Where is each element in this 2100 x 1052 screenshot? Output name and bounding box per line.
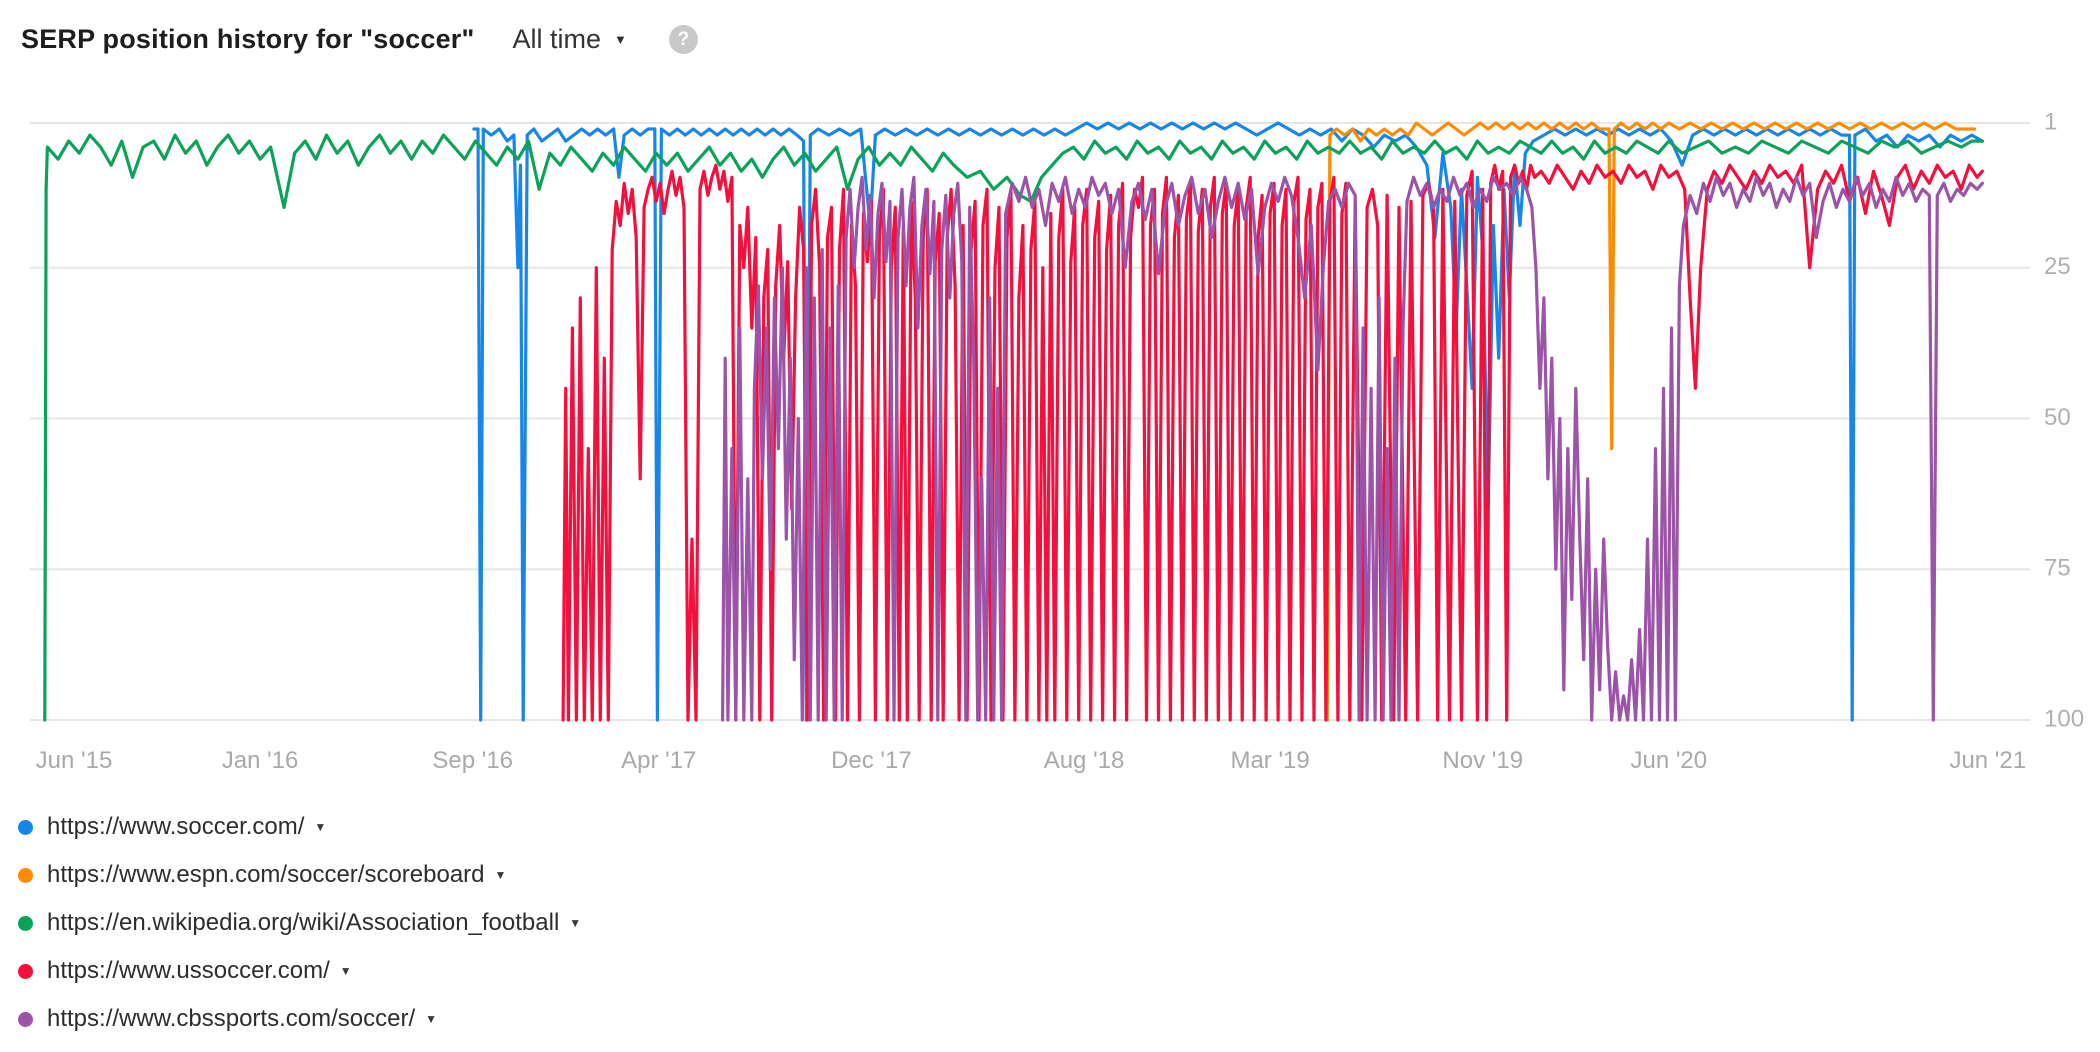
legend: https://www.soccer.com/ ▼ https://www.es… [18,803,581,1043]
y-axis-tick-label: 1 [2044,108,2057,135]
time-range-dropdown[interactable]: All time ▼ [513,24,627,55]
legend-url: https://www.cbssports.com/soccer/ [47,1005,416,1032]
page-title: SERP position history for "soccer" [21,24,475,54]
chevron-down-icon: ▼ [569,916,582,930]
chevron-down-icon: ▼ [314,820,327,834]
y-axis-tick-label: 50 [2044,404,2071,431]
chevron-down-icon: ▼ [339,964,352,978]
x-axis-tick-label: Apr '17 [621,747,696,774]
series-line-wikipedia[interactable] [43,133,1985,722]
legend-url: https://www.soccer.com/ [47,813,305,840]
x-axis-tick-label: Jun '15 [36,747,113,774]
legend-url: https://www.espn.com/soccer/scoreboard [47,861,485,888]
legend-url: https://www.ussoccer.com/ [47,957,330,984]
chart-header: SERP position history for "soccer" All t… [21,24,698,55]
chevron-down-icon: ▼ [425,1012,437,1026]
series-dot-icon [18,867,33,883]
series-dot-icon [18,915,33,931]
serp-position-chart: 1 25 50 75 100 Jun '15 Jan '16 Sep '16 Apr '17 De… [30,108,2084,774]
x-axis-tick-label: Mar '19 [1230,747,1309,774]
time-range-label: All time [512,24,602,54]
x-axis-tick-label: Jan '16 [222,747,299,774]
series-line-espn[interactable] [1325,121,1977,722]
y-axis-tick-label: 75 [2044,555,2071,582]
series-line-ussoccer[interactable] [561,163,1985,722]
legend-item-soccer-com[interactable]: https://www.soccer.com/ ▼ [18,803,581,851]
x-axis-tick-label: Jun '21 [1949,747,2026,774]
y-axis-tick-label: 100 [2044,705,2084,732]
series-dot-icon [18,963,33,979]
legend-item-ussoccer[interactable]: https://www.ussoccer.com/ ▼ [18,947,581,995]
x-axis-tick-label: Nov '19 [1442,747,1523,774]
help-icon[interactable]: ? [668,25,698,54]
chevron-down-icon: ▼ [614,32,627,47]
series-dot-icon [18,819,33,835]
series-line-soccer-com[interactable] [472,121,1985,722]
y-axis-tick-label: 25 [2044,253,2071,280]
x-axis-tick-label: Jun '20 [1630,747,1707,774]
legend-url: https://en.wikipedia.org/wiki/Associatio… [47,909,560,936]
legend-item-cbssports[interactable]: https://www.cbssports.com/soccer/ ▼ [18,995,581,1043]
chevron-down-icon: ▼ [494,868,507,882]
legend-item-espn[interactable]: https://www.espn.com/soccer/scoreboard ▼ [18,851,581,899]
x-axis-tick-label: Aug '18 [1044,747,1125,774]
x-axis-tick-label: Sep '16 [432,747,513,774]
legend-item-wikipedia[interactable]: https://en.wikipedia.org/wiki/Associatio… [18,899,581,947]
series-line-cbssports[interactable] [720,175,1985,722]
x-axis-tick-label: Dec '17 [831,747,912,774]
series-dot-icon [18,1011,33,1027]
